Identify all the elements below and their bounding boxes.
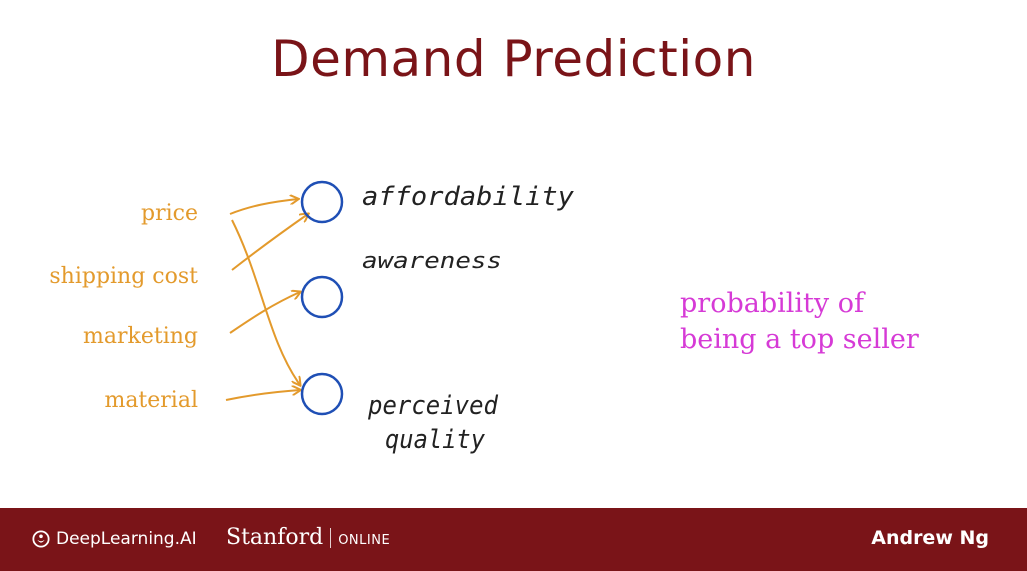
input-label-shipping-cost: shipping cost [49,264,198,289]
node-perceived-quality [300,372,344,416]
output-label-line1: probability of [680,288,866,319]
slide-title: Demand Prediction [271,30,756,88]
arrow-price-to-perceived-quality [231,219,300,385]
stanford-text: Stanford [226,525,324,550]
hidden-label-awareness: awareness [362,249,502,274]
node-affordability [300,180,344,224]
node-awareness [300,275,344,319]
hidden-label-affordability: affordability [362,182,574,212]
stanford-online-logo: Stanford ONLINE [226,525,390,550]
arrow-price-to-affordability [229,199,298,215]
arrow-material-to-perceived-quality [225,390,300,401]
hidden-label-quality: quality [385,425,485,455]
hidden-label-perceived: perceived [367,391,498,421]
input-label-price: price [141,201,198,226]
arrow-shipping-to-affordability [231,214,308,271]
stanford-divider [330,527,332,548]
deeplearning-text: DeepLearning.AI [56,529,197,549]
deeplearning-logo: DeepLearning.AI [32,529,197,549]
input-label-marketing: marketing [83,324,198,349]
output-label-line2: being a top seller [680,324,919,355]
neural-network-diagram: price shipping cost marketing material a… [49,180,919,455]
online-text: ONLINE [338,533,391,548]
arrow-marketing-to-awareness [229,292,300,334]
deeplearning-icon [32,530,50,548]
author-name: Andrew Ng [871,527,989,549]
input-label-material: material [104,388,198,413]
footer-bar: DeepLearning.AI Stanford ONLINE Andrew N… [0,508,1027,571]
